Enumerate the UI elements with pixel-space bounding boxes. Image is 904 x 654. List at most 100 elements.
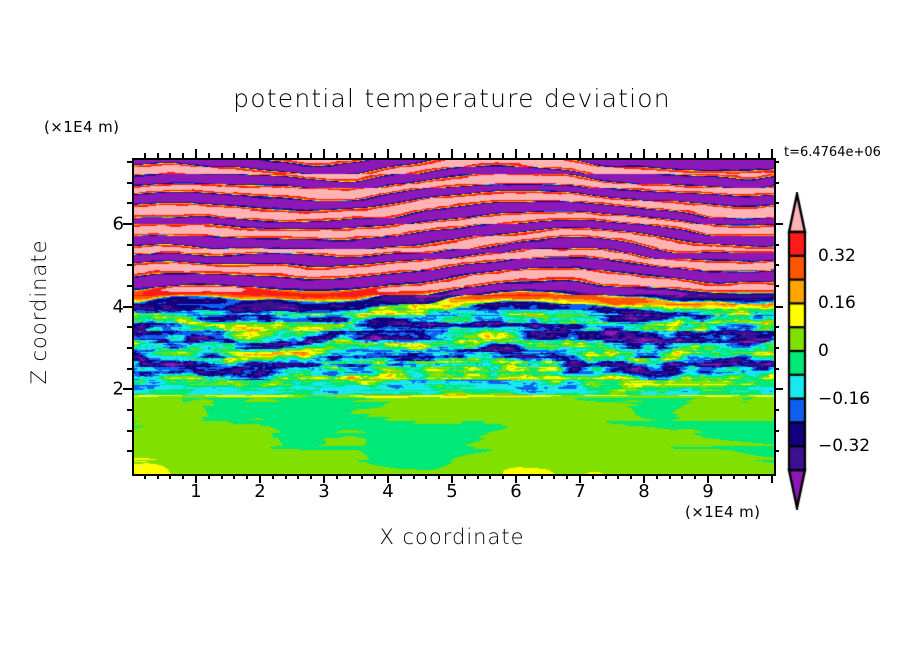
y-tick-minor-right (774, 285, 779, 287)
x-tick-minor-top (528, 153, 530, 158)
x-tick-minor-top (413, 153, 415, 158)
x-axis-title: X coordinate (379, 525, 525, 549)
x-tick-label: 2 (254, 481, 266, 502)
x-tick-minor-top (592, 153, 594, 158)
x-tick-minor-top (438, 153, 440, 158)
x-tick-minor (720, 474, 722, 479)
y-tick-minor (127, 430, 132, 432)
x-tick-minor (208, 474, 210, 479)
y-tick-minor-right (774, 182, 779, 184)
x-tick-major (451, 474, 453, 483)
y-axis-title: Z coordinate (27, 239, 51, 385)
x-tick-minor (553, 474, 555, 479)
y-tick-minor-right (774, 244, 779, 246)
x-tick-minor (502, 474, 504, 479)
x-tick-minor-top (733, 153, 735, 158)
y-tick-minor-right (774, 430, 779, 432)
y-tick-minor-right (774, 161, 779, 163)
x-tick-minor (464, 474, 466, 479)
y-tick-major (123, 223, 132, 225)
y-tick-minor-right (774, 450, 779, 452)
x-axis-unit-label: (×1E4 m) (685, 503, 761, 521)
page-title: potential temperature deviation (233, 84, 671, 113)
x-tick-label: 9 (702, 481, 714, 502)
x-tick-minor (489, 474, 491, 479)
x-tick-major-top (323, 149, 325, 158)
y-tick-label: 2 (112, 378, 124, 400)
x-tick-minor-top (400, 153, 402, 158)
x-tick-minor (285, 474, 287, 479)
x-tick-minor-top (297, 153, 299, 158)
colorbar-tick-label: −0.32 (818, 436, 871, 457)
y-tick-minor (127, 161, 132, 163)
colorbar-tick-label: −0.16 (818, 388, 871, 409)
x-tick-minor (592, 474, 594, 479)
x-tick-minor-top (566, 153, 568, 158)
x-tick-minor-top (541, 153, 543, 158)
y-axis-unit-label: (×1E4 m) (44, 118, 120, 136)
x-tick-label: 1 (190, 481, 202, 502)
x-tick-major (643, 474, 645, 483)
y-tick-minor-right (774, 326, 779, 328)
x-tick-label: 8 (638, 481, 650, 502)
y-tick-major (123, 306, 132, 308)
x-tick-minor (246, 474, 248, 479)
x-tick-minor-top (272, 153, 274, 158)
x-tick-minor-top (758, 153, 760, 158)
y-tick-major-right (774, 306, 783, 308)
x-tick-minor-top (617, 153, 619, 158)
x-tick-major-top (707, 149, 709, 158)
x-tick-major-top (579, 149, 581, 158)
y-tick-major-right (774, 388, 783, 390)
x-tick-minor (297, 474, 299, 479)
x-tick-major (323, 474, 325, 483)
x-tick-major-top (643, 149, 645, 158)
colorbar-gradient (782, 192, 812, 510)
x-tick-minor (438, 474, 440, 479)
y-tick-minor (127, 202, 132, 204)
x-tick-minor-top (489, 153, 491, 158)
x-tick-minor (605, 474, 607, 479)
x-tick-major-top (387, 149, 389, 158)
x-tick-major (771, 474, 773, 483)
x-tick-label: 6 (510, 481, 522, 502)
x-tick-minor (425, 474, 427, 479)
x-tick-major (515, 474, 517, 483)
x-tick-minor (157, 474, 159, 479)
y-tick-minor (127, 182, 132, 184)
x-tick-minor-top (720, 153, 722, 158)
x-tick-label: 3 (318, 481, 330, 502)
x-tick-major-top (195, 149, 197, 158)
y-tick-minor (127, 368, 132, 370)
x-tick-label: 4 (382, 481, 394, 502)
x-tick-minor (144, 474, 146, 479)
x-tick-minor-top (694, 153, 696, 158)
x-tick-minor-top (246, 153, 248, 158)
x-tick-major-top (771, 149, 773, 158)
x-tick-minor-top (669, 153, 671, 158)
y-tick-major-right (774, 223, 783, 225)
x-tick-minor-top (656, 153, 658, 158)
contour-field (134, 160, 774, 474)
y-tick-minor-right (774, 264, 779, 266)
x-tick-minor (733, 474, 735, 479)
x-tick-major (579, 474, 581, 483)
x-tick-minor (694, 474, 696, 479)
x-tick-minor-top (336, 153, 338, 158)
x-tick-minor-top (233, 153, 235, 158)
x-tick-minor (310, 474, 312, 479)
x-tick-minor (541, 474, 543, 479)
x-tick-minor (361, 474, 363, 479)
y-tick-minor (127, 347, 132, 349)
x-tick-minor (272, 474, 274, 479)
x-tick-minor (182, 474, 184, 479)
x-tick-minor-top (310, 153, 312, 158)
x-tick-minor-top (745, 153, 747, 158)
x-tick-minor-top (681, 153, 683, 158)
x-tick-minor-top (630, 153, 632, 158)
y-tick-minor-right (774, 202, 779, 204)
x-tick-minor (349, 474, 351, 479)
x-tick-minor (477, 474, 479, 479)
x-tick-minor (669, 474, 671, 479)
x-tick-minor (233, 474, 235, 479)
